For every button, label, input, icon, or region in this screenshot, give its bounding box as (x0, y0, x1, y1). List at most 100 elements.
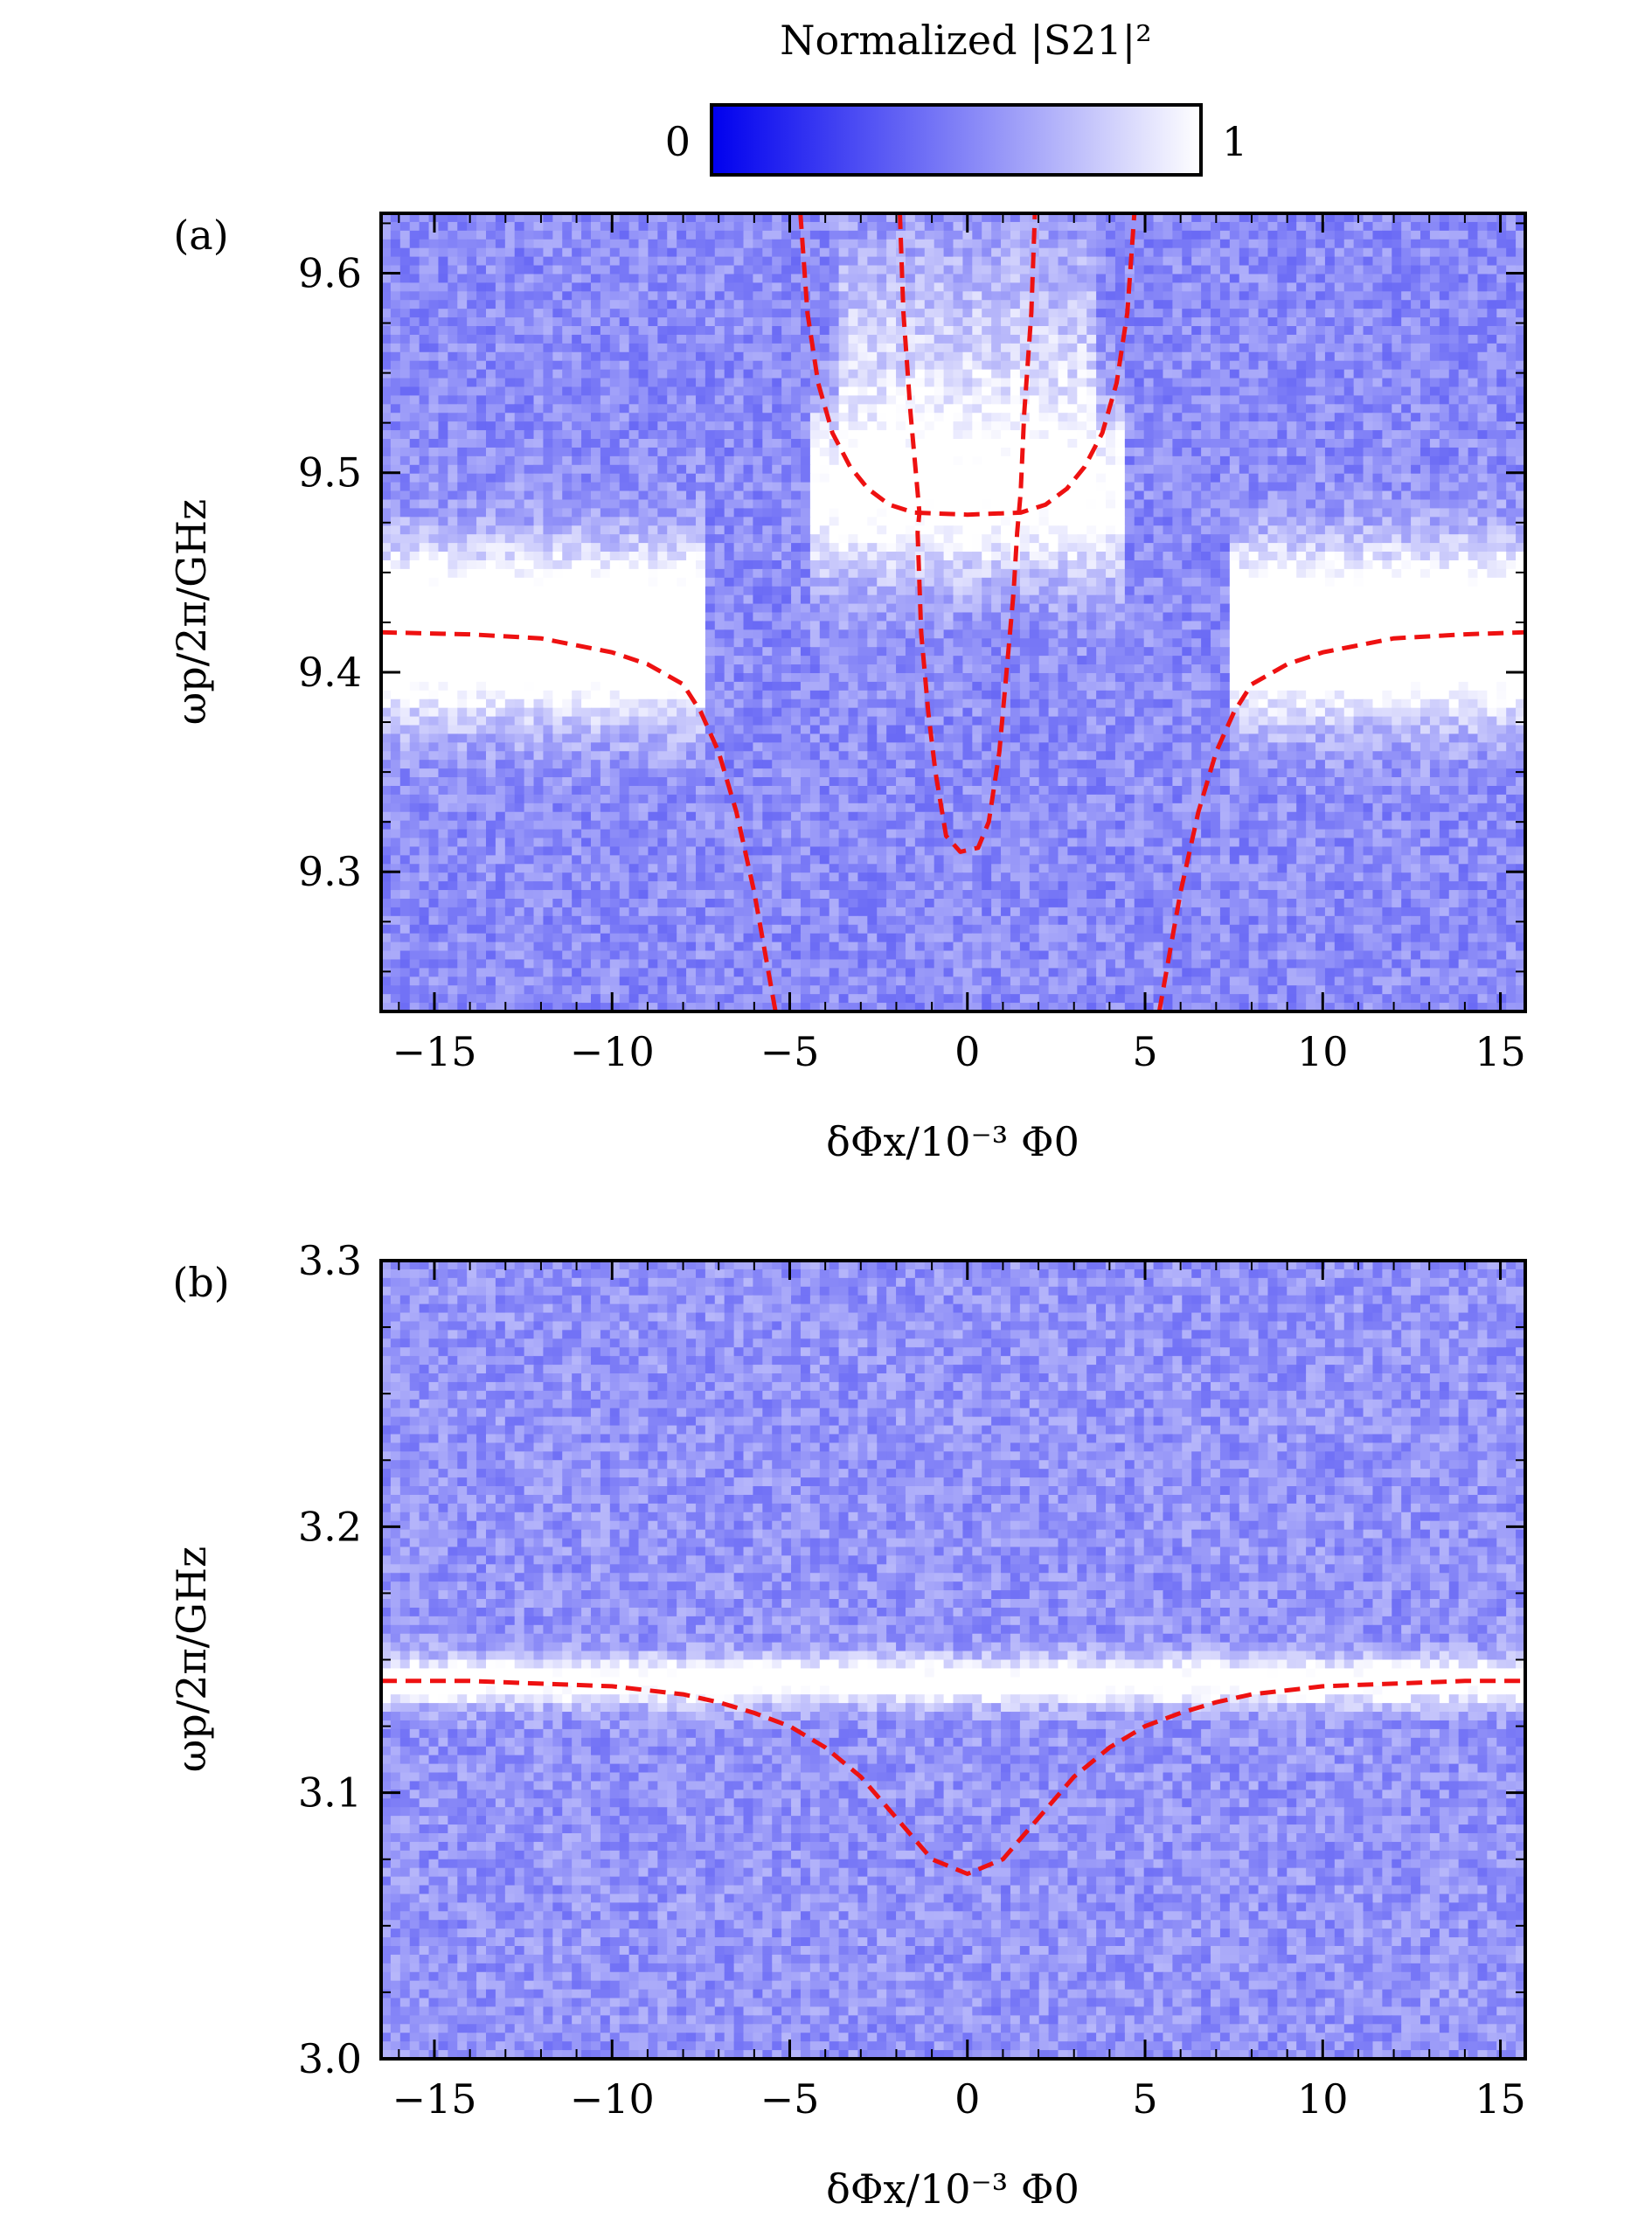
heatmap-cell (1496, 490, 1507, 501)
heatmap-cell (953, 300, 964, 309)
heatmap-cell (1382, 213, 1392, 223)
heatmap-cell (543, 221, 553, 232)
heatmap-cell (419, 239, 430, 249)
heatmap-cell (1211, 343, 1221, 353)
heatmap-cell (562, 334, 573, 344)
heatmap-cell (914, 351, 926, 362)
heatmap-cell (1334, 482, 1345, 492)
heatmap-cell (896, 230, 906, 240)
heatmap-cell (743, 413, 754, 422)
heatmap-cell (1058, 291, 1068, 301)
heatmap-cell (1114, 386, 1126, 396)
heatmap-cell (1516, 213, 1525, 223)
heatmap-cell (809, 490, 821, 501)
heatmap-cell (1477, 213, 1488, 223)
heatmap-cell (829, 525, 840, 535)
heatmap-cell (1420, 326, 1431, 336)
heatmap-cell (924, 247, 935, 258)
heatmap-cell (886, 482, 897, 492)
heatmap-cell (467, 351, 477, 362)
heatmap-cell (1258, 439, 1269, 448)
heatmap-cell (533, 421, 545, 431)
heatmap-cell (600, 525, 611, 535)
heatmap-cell (581, 360, 592, 371)
heatmap-cell (733, 326, 745, 336)
heatmap-cell (1296, 300, 1307, 309)
heatmap-cell (1172, 274, 1183, 283)
heatmap-cell (724, 239, 735, 249)
heatmap-cell (1077, 300, 1087, 309)
heatmap-cell (934, 239, 945, 249)
heatmap-cell (829, 439, 840, 448)
heatmap-cell (800, 230, 811, 240)
heatmap-cell (572, 439, 582, 448)
heatmap-cell (705, 230, 716, 240)
heatmap-cell (1086, 455, 1097, 466)
heatmap-cell (428, 430, 440, 440)
heatmap-cell (1067, 256, 1078, 267)
heatmap-cell (1106, 265, 1116, 275)
heatmap-cell (1067, 309, 1078, 318)
heatmap-cell (800, 499, 811, 510)
heatmap-cell (409, 473, 420, 483)
heatmap-cell (428, 421, 440, 431)
heatmap-cell (1448, 378, 1460, 388)
heatmap-cell (562, 386, 573, 396)
heatmap-cell (448, 413, 458, 422)
heatmap-cell (667, 490, 677, 501)
heatmap-cell (467, 552, 477, 561)
heatmap-cell (809, 239, 821, 249)
heatmap-cell (581, 543, 592, 553)
heatmap-cell (743, 265, 754, 275)
heatmap-cell (667, 247, 677, 258)
heatmap-cell (877, 559, 887, 570)
heatmap-cell (733, 274, 745, 283)
heatmap-cell (1124, 543, 1135, 553)
heatmap-cell (905, 309, 916, 318)
heatmap-cell (419, 499, 430, 510)
heatmap-cell (1458, 473, 1469, 483)
heatmap-cell (1239, 543, 1250, 553)
heatmap-cell (686, 256, 697, 267)
heatmap-cell (476, 247, 487, 258)
heatmap-cell (877, 334, 887, 344)
heatmap-cell (848, 213, 859, 223)
heatmap-cell (886, 291, 897, 301)
heatmap-cell (677, 439, 687, 448)
heatmap-cell (896, 378, 906, 388)
heatmap-cell (1324, 265, 1336, 275)
heatmap-cell (1038, 543, 1050, 553)
heatmap-cell (1086, 490, 1097, 501)
heatmap-cell (381, 309, 392, 318)
heatmap-cell (467, 386, 477, 396)
heatmap-cell (1506, 525, 1517, 535)
heatmap-cell (934, 360, 945, 371)
heatmap-cell (381, 395, 392, 405)
heatmap-cell (1029, 499, 1040, 510)
heatmap-cell (781, 247, 792, 258)
heatmap-cell (1468, 421, 1479, 431)
heatmap-cell (667, 430, 677, 440)
heatmap-cell (1277, 455, 1288, 466)
heatmap-cell (714, 395, 725, 405)
heatmap-cell (390, 543, 401, 553)
heatmap-cell (1306, 490, 1316, 501)
heatmap-cell (1029, 395, 1040, 405)
heatmap-cell (1239, 239, 1250, 249)
heatmap-cell (829, 351, 840, 362)
heatmap-cell (1143, 404, 1155, 414)
heatmap-cell (1211, 239, 1221, 249)
heatmap-cell (819, 508, 830, 518)
heatmap-cell (1096, 247, 1107, 258)
heatmap-cell (733, 317, 745, 327)
heatmap-cell (724, 247, 735, 258)
heatmap-cell (1019, 490, 1031, 501)
heatmap-cell (638, 274, 649, 283)
heatmap-cell (1468, 386, 1479, 396)
heatmap-cell (733, 213, 745, 223)
heatmap-cell (1029, 439, 1040, 448)
heatmap-cell (1401, 482, 1412, 492)
heatmap-cell (972, 559, 982, 570)
heatmap-cell (714, 568, 725, 579)
heatmap-cell (1287, 274, 1297, 283)
